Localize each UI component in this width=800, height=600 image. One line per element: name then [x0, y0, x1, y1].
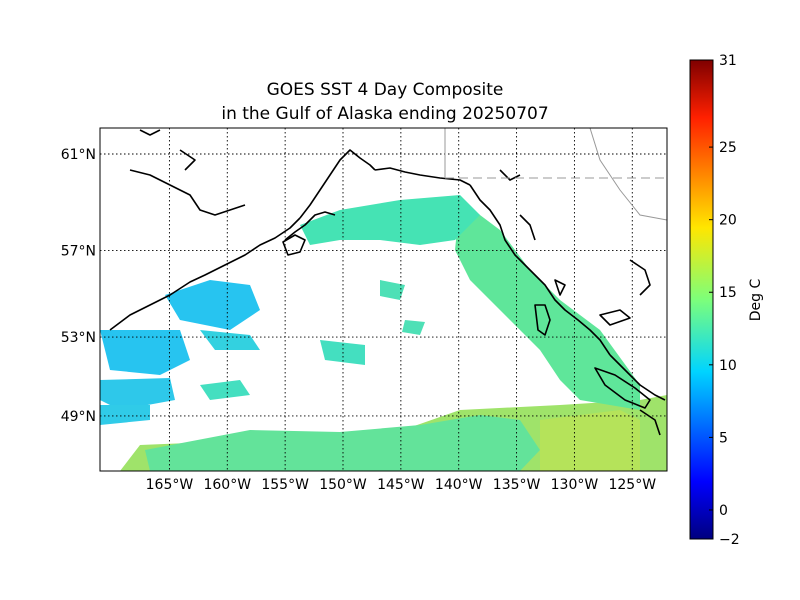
colorbar-tick-label: 25: [719, 140, 737, 156]
kenai-coast: [284, 211, 336, 241]
southeast-alaska-coast: [469, 184, 611, 356]
sst-west-patch: [165, 280, 260, 330]
longitude-tick-label: 125°W: [608, 477, 656, 493]
longitude-labels: 165°W 160°W 155°W 150°W 145°W 140°W 135°W 130°W…: [146, 477, 657, 493]
colorbar-ticks: 31 25 20 15 10 5 0 −2: [709, 53, 740, 548]
colorbar-tick-label: 5: [719, 430, 728, 446]
latitude-tick-label: 61°N: [61, 147, 96, 163]
map-title-line-1: GOES SST 4 Day Composite: [266, 80, 504, 100]
longitude-tick-label: 145°W: [377, 477, 425, 493]
colorbar-tick-label: 31: [719, 53, 737, 69]
latitude-tick-label: 49°N: [61, 409, 96, 425]
colorbar-scale: [689, 59, 714, 540]
longitude-tick-label: 160°W: [203, 477, 251, 493]
colorbar-tick-label: 0: [719, 503, 728, 519]
latitude-labels: 61°N 57°N 53°N 49°N: [61, 147, 96, 425]
colorbar-tick-label: 15: [719, 285, 737, 301]
latitude-tick-label: 53°N: [61, 330, 96, 346]
sst-field: [100, 195, 667, 471]
map-title-line-2: in the Gulf of Alaska ending 20250707: [221, 104, 549, 124]
colorbar-tick-label: −2: [719, 532, 740, 548]
longitude-tick-label: 130°W: [551, 477, 599, 493]
colorbar-tick-label: 10: [719, 358, 737, 374]
longitude-tick-label: 140°W: [435, 477, 483, 493]
colorbar-label: Deg C: [748, 279, 764, 322]
coastline: [109, 129, 666, 436]
sst-gulf-top: [300, 195, 480, 245]
longitude-tick-label: 165°W: [146, 477, 194, 493]
latitude-tick-label: 57°N: [61, 243, 96, 259]
bering-coast: [129, 169, 246, 216]
prince-william-coast: [374, 167, 471, 186]
vancouver-island: [594, 367, 651, 409]
longitude-tick-label: 135°W: [493, 477, 541, 493]
colorbar: 31 25 20 15 10 5 0 −2 Deg C: [689, 53, 764, 548]
kodiak-island: [282, 234, 306, 256]
cook-inlet-coast: [299, 149, 376, 219]
colorbar-tick-label: 20: [719, 213, 737, 229]
longitude-tick-label: 155°W: [261, 477, 309, 493]
canada-province-border: [589, 128, 667, 221]
bc-coast: [609, 354, 666, 401]
alaska-peninsula-coast: [109, 217, 301, 331]
haida-gwaii: [534, 304, 551, 336]
longitude-tick-label: 150°W: [319, 477, 367, 493]
sst-east-band: [455, 200, 640, 410]
map-frame: [99, 127, 668, 472]
map-area: [100, 128, 667, 471]
political-boundaries: [444, 128, 667, 221]
